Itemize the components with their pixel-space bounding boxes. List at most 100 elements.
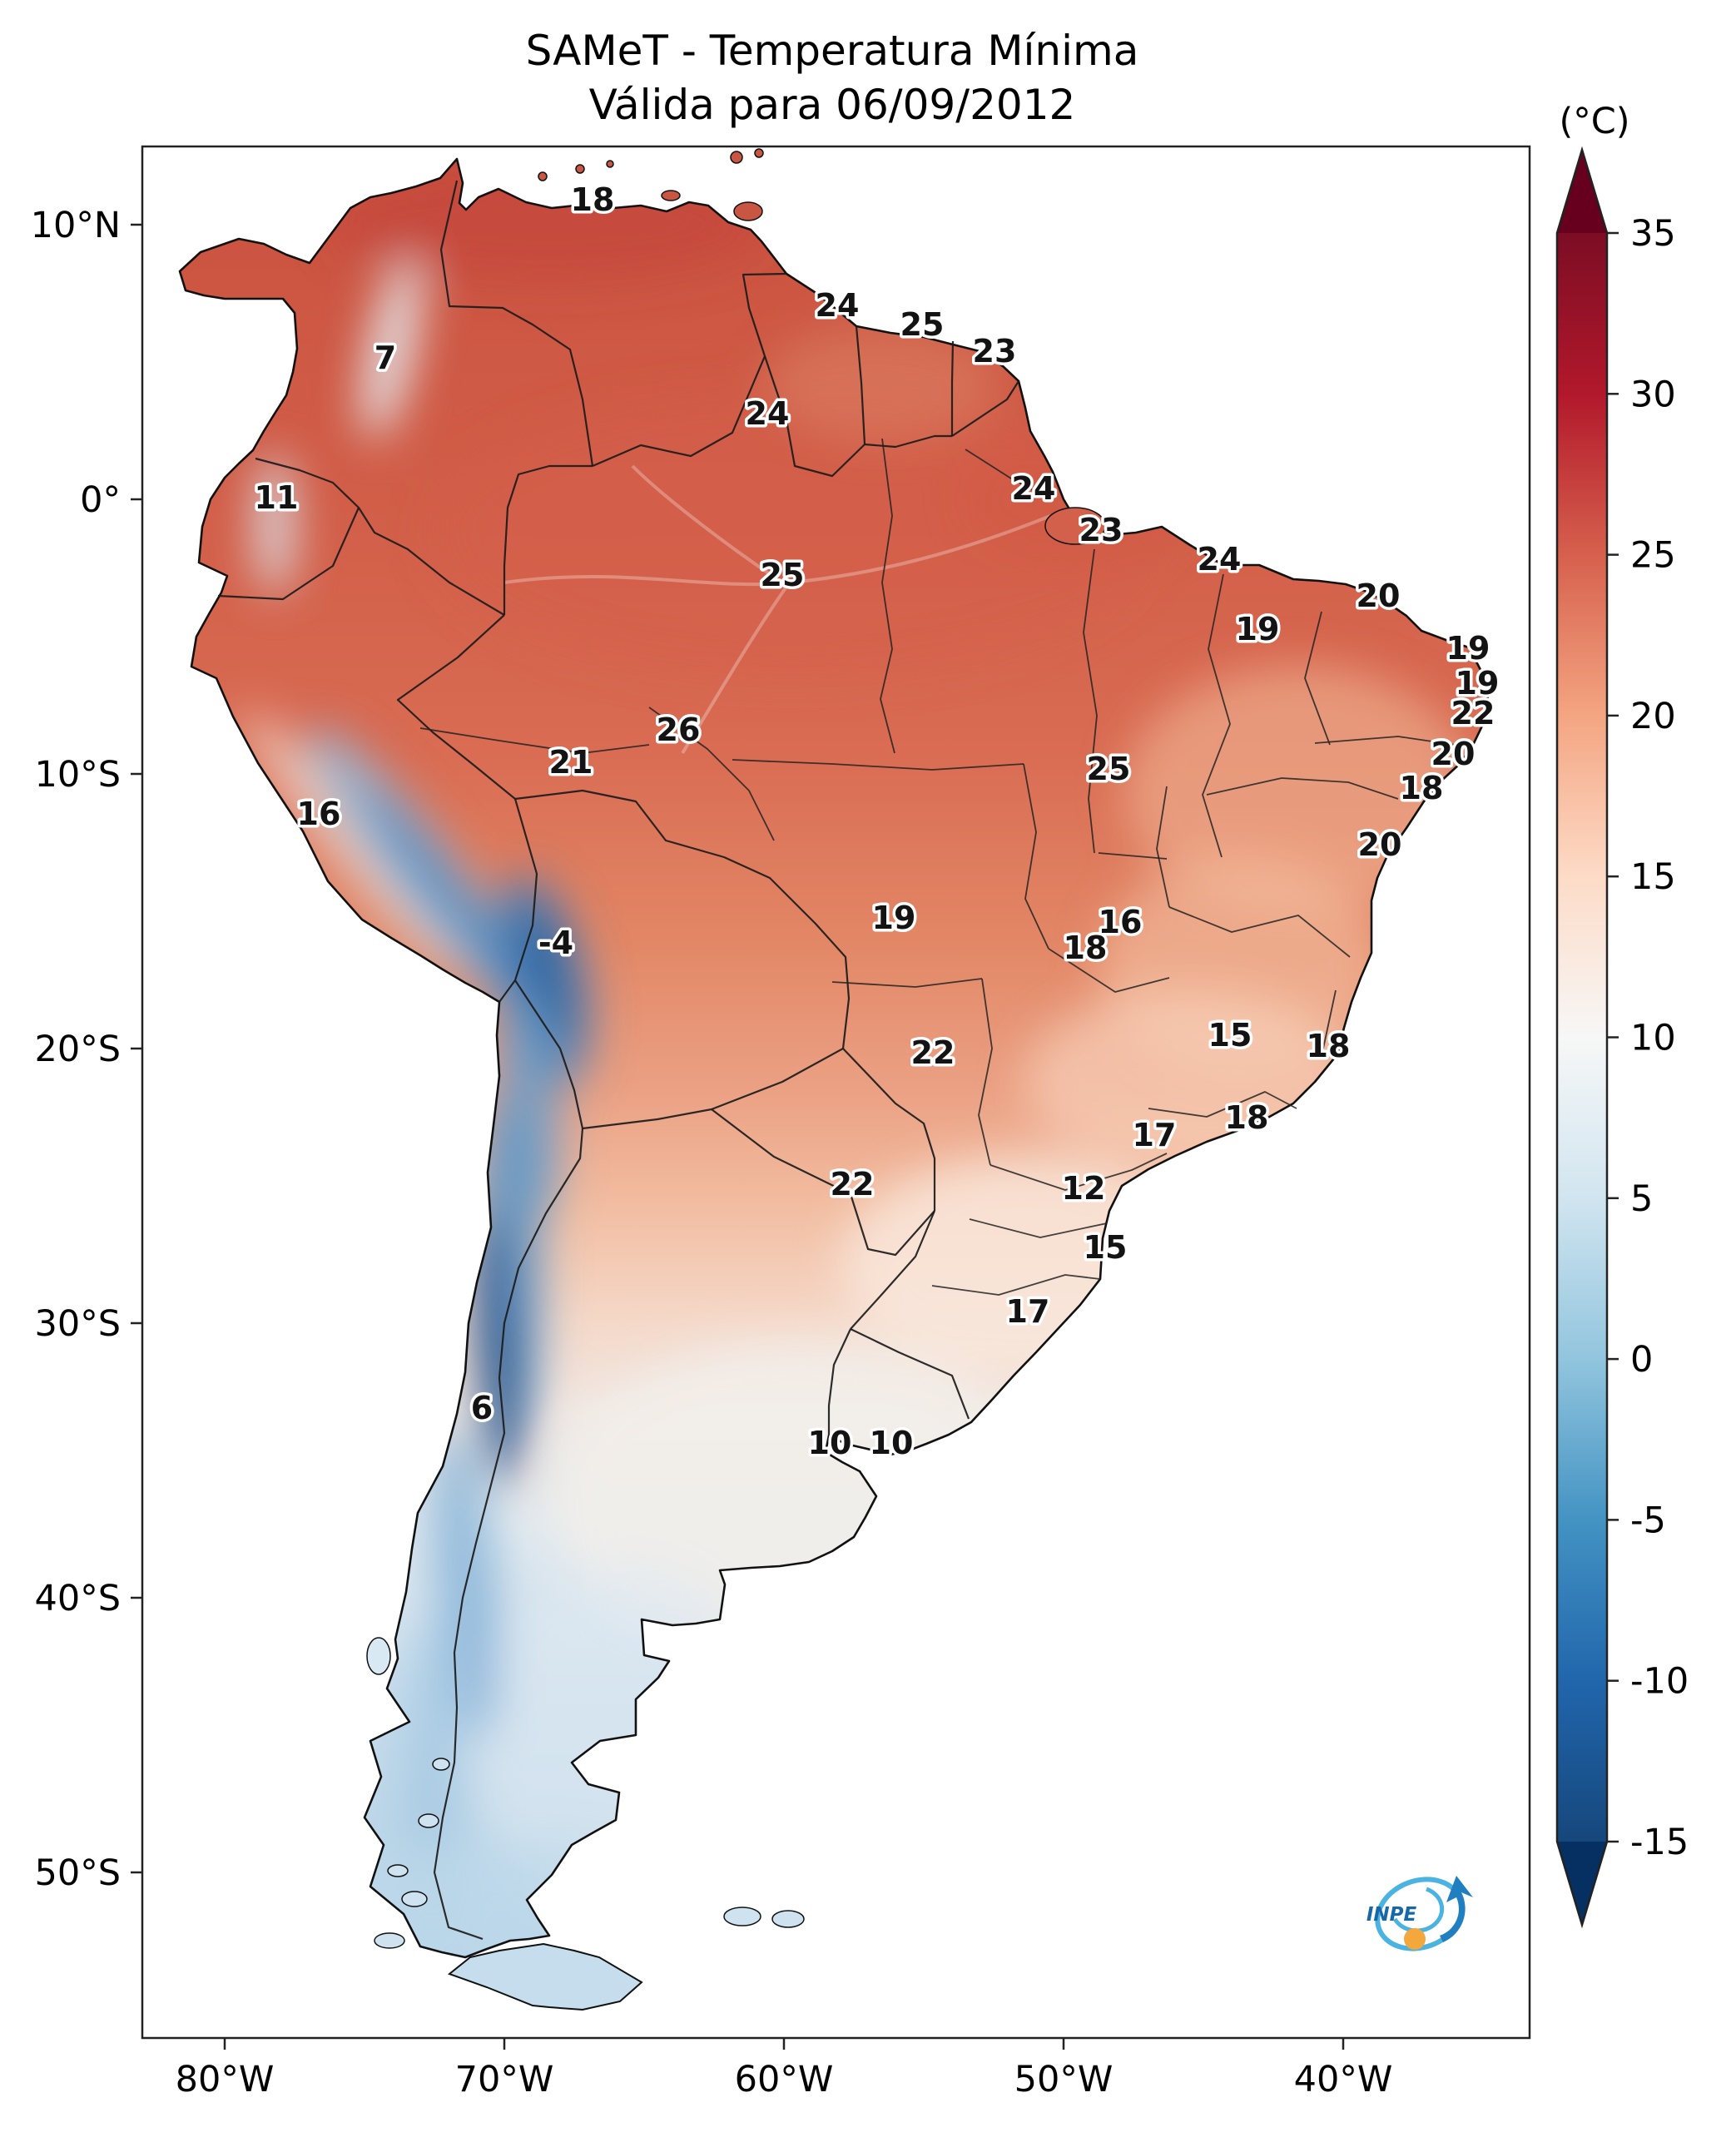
colorbar-ticks: 35 30 25 20 15 10 5 0 -5 -10 -15 — [1607, 213, 1689, 1863]
lat-tick-label: 30°S — [34, 1303, 121, 1345]
caribbean-islet — [538, 171, 548, 181]
station-temp-label: 16 — [297, 796, 341, 832]
state-border — [965, 449, 1051, 500]
margarita-island — [661, 190, 681, 201]
state-borders — [419, 438, 1467, 1296]
state-border — [931, 1274, 1101, 1296]
marajo-island — [1044, 507, 1106, 545]
border-peru-chile — [498, 979, 516, 1003]
station-temp-label: 18 — [1064, 930, 1108, 966]
border-bolivia-chile — [514, 979, 584, 1129]
station-temp-label: 15 — [1084, 1229, 1128, 1266]
inpe-logo-orange-dot — [1404, 1928, 1426, 1950]
colorbar-extend-under-arrow — [1557, 1842, 1607, 1925]
colorbar-gradient — [1557, 233, 1607, 1842]
state-border — [969, 1218, 1108, 1238]
lat-tick-label: 0° — [80, 479, 121, 521]
lon-tick-label: 40°W — [1294, 2059, 1393, 2100]
inpe-logo: INPE — [1366, 1876, 1473, 1951]
border-peru-bolivia — [513, 798, 538, 981]
colorbar-tick-label: -15 — [1630, 1822, 1689, 1863]
guyana-patch — [766, 325, 999, 441]
figure-subtitle: Válida para 06/09/2012 — [589, 81, 1076, 129]
colorbar-tick-label: -10 — [1630, 1661, 1689, 1703]
border-bolivia-paraguay — [711, 1048, 844, 1111]
station-temp-label: 21 — [549, 744, 593, 781]
negro-river — [631, 464, 784, 584]
station-temp-label: 23 — [1079, 512, 1123, 548]
station-temp-label: 12 — [1062, 1170, 1106, 1207]
colorbar-tick-label: 0 — [1630, 1339, 1653, 1381]
border-argentina-uruguay — [827, 1328, 851, 1435]
border-colombia-peru — [358, 507, 505, 616]
rivers — [503, 464, 1051, 755]
far-south-cold-patch — [283, 1839, 716, 1957]
inpe-logo-inner-swirl — [1392, 1887, 1445, 1933]
station-temp-label: 17 — [1133, 1117, 1177, 1153]
border-brazil-uruguay — [850, 1328, 970, 1420]
colorbar-tick-label: 10 — [1630, 1018, 1676, 1059]
border-frenchguiana-brazil — [951, 380, 1019, 437]
colorbar-tick-label: 20 — [1630, 696, 1676, 737]
station-temp-label: 20 — [1431, 736, 1476, 772]
station-temp-label: 19 — [872, 900, 916, 936]
station-temp-label: 18 — [1307, 1028, 1351, 1064]
station-temp-label: 24 — [746, 395, 790, 432]
station-temp-label: 19 — [1456, 665, 1500, 702]
country-borders — [217, 180, 1019, 1941]
state-border — [978, 978, 993, 1166]
station-temp-label: 20 — [1358, 826, 1402, 863]
lat-tick-label: 50°S — [34, 1852, 121, 1894]
venezuela-warm-patch — [333, 166, 766, 283]
border-suriname-frenchguiana — [950, 340, 955, 436]
state-border — [1314, 736, 1467, 747]
altiplano-cold-core — [519, 904, 571, 1044]
station-temp-label: 7 — [374, 340, 396, 376]
station-temp-label: 24 — [816, 287, 860, 324]
colorbar-tick-label: -5 — [1630, 1500, 1666, 1541]
state-border — [1048, 948, 1170, 993]
station-temp-label: 23 — [973, 333, 1017, 369]
border-chile-argentina — [433, 1128, 584, 1941]
station-temp-label: 22 — [831, 1166, 875, 1202]
station-temp-label: 25 — [1087, 751, 1131, 787]
station-temp-label: 25 — [761, 557, 805, 593]
longitude-axis: 80°W 70°W 60°W 50°W 40°W — [176, 2038, 1393, 2100]
caribbean-islet — [754, 148, 764, 158]
chilean-archipelago-islet — [418, 1813, 439, 1828]
state-border — [1098, 852, 1168, 860]
station-temp-label: 10 — [870, 1425, 914, 1461]
border-argentina-brazil — [850, 1210, 936, 1330]
station-temp-label: 19 — [1236, 611, 1280, 647]
andes-ecuador-cold-band — [255, 454, 295, 595]
coastline — [178, 157, 1490, 1959]
border-paraguay-brazil — [842, 1048, 936, 1211]
state-border — [1322, 989, 1337, 1049]
station-temp-label: 22 — [1451, 695, 1495, 731]
lon-tick-label: 50°W — [1014, 2059, 1114, 2100]
madeira-river — [681, 585, 788, 755]
andes-colombia-cold-band — [361, 260, 421, 439]
station-temp-label: 19 — [1446, 630, 1490, 667]
colorbar: (°C) 35 30 25 20 15 10 5 0 -5 -10 -15 — [1555, 101, 1689, 1929]
station-temp-label: 24 — [1012, 470, 1056, 507]
colorbar-tick-label: 30 — [1630, 374, 1676, 415]
malvinas-east-island — [771, 1910, 805, 1928]
state-border — [1023, 763, 1049, 950]
station-temp-label: 6 — [471, 1390, 493, 1426]
station-temp-label: 22 — [911, 1034, 955, 1071]
station-temp-label: 20 — [1357, 578, 1401, 614]
border-suriname-brazil — [864, 434, 952, 449]
state-border — [831, 978, 983, 988]
inpe-logo-arrow — [1440, 1876, 1473, 1942]
caribbean-islet — [730, 151, 743, 164]
chilean-archipelago-islet — [401, 1891, 428, 1907]
border-guyana-suriname — [855, 325, 866, 445]
state-border — [1304, 611, 1331, 746]
state-border — [419, 727, 650, 754]
state-border — [1148, 1091, 1297, 1118]
station-temp-label: 10 — [808, 1425, 852, 1461]
border-argentina-paraguay — [711, 1108, 935, 1257]
